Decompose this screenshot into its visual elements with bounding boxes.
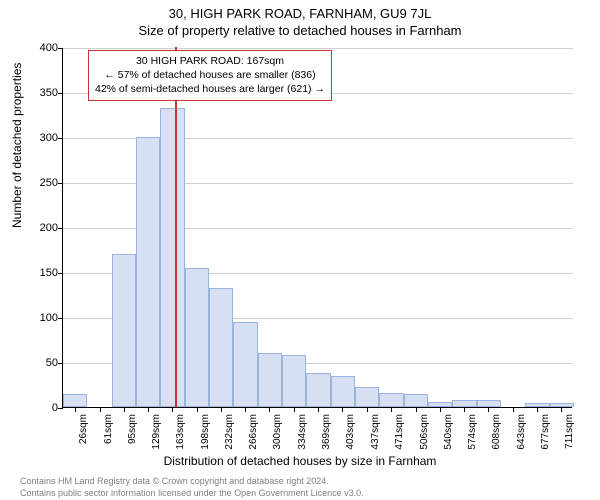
histogram-bar — [477, 400, 501, 407]
annotation-box: 30 HIGH PARK ROAD: 167sqm ← 57% of detac… — [88, 50, 332, 101]
histogram-bar — [452, 400, 476, 407]
footer-copyright-2: Contains public sector information licen… — [20, 488, 364, 498]
page-title-line2: Size of property relative to detached ho… — [0, 21, 600, 42]
ytick-label: 250 — [28, 177, 58, 189]
xtick-label: 471sqm — [394, 414, 405, 456]
ytick-label: 350 — [28, 87, 58, 99]
xtick-mark — [318, 407, 319, 412]
y-axis-label: Number of detached properties — [10, 63, 24, 228]
xtick-label: 300sqm — [272, 414, 283, 456]
xtick-label: 163sqm — [175, 414, 186, 456]
xtick-label: 506sqm — [419, 414, 430, 456]
histogram-bar — [331, 376, 355, 408]
xtick-mark — [148, 407, 149, 412]
histogram-bar — [112, 254, 136, 407]
xtick-label: 61sqm — [103, 414, 114, 456]
histogram-bar — [209, 288, 233, 407]
ytick-mark — [58, 273, 63, 274]
ytick-label: 400 — [28, 42, 58, 54]
xtick-label: 334sqm — [297, 414, 308, 456]
histogram-bar — [282, 355, 306, 407]
xtick-mark — [416, 407, 417, 412]
xtick-mark — [75, 407, 76, 412]
xtick-label: 403sqm — [345, 414, 356, 456]
xtick-mark — [513, 407, 514, 412]
xtick-label: 26sqm — [78, 414, 89, 456]
xtick-mark — [245, 407, 246, 412]
xtick-mark — [124, 407, 125, 412]
subject-marker-line — [175, 47, 177, 407]
xtick-label: 198sqm — [200, 414, 211, 456]
page-title-line1: 30, HIGH PARK ROAD, FARNHAM, GU9 7JL — [0, 0, 600, 21]
histogram-bar — [63, 394, 87, 408]
annotation-line2: ← 57% of detached houses are smaller (83… — [95, 68, 325, 82]
histogram-bar — [258, 353, 282, 407]
xtick-mark — [537, 407, 538, 412]
histogram-bar — [185, 268, 209, 408]
annotation-line1: 30 HIGH PARK ROAD: 167sqm — [95, 54, 325, 68]
xtick-label: 608sqm — [491, 414, 502, 456]
ytick-label: 200 — [28, 222, 58, 234]
gridline — [63, 48, 573, 49]
xtick-label: 540sqm — [443, 414, 454, 456]
ytick-label: 100 — [28, 312, 58, 324]
xtick-mark — [464, 407, 465, 412]
footer-copyright-1: Contains HM Land Registry data © Crown c… — [20, 476, 329, 486]
ytick-mark — [58, 138, 63, 139]
xtick-mark — [197, 407, 198, 412]
xtick-mark — [488, 407, 489, 412]
xtick-mark — [367, 407, 368, 412]
plot-region: 26sqm61sqm95sqm129sqm163sqm198sqm232sqm2… — [62, 48, 572, 408]
xtick-mark — [269, 407, 270, 412]
xtick-mark — [342, 407, 343, 412]
xtick-label: 95sqm — [127, 414, 138, 456]
xtick-label: 574sqm — [467, 414, 478, 456]
ytick-label: 0 — [28, 402, 58, 414]
xtick-mark — [221, 407, 222, 412]
xtick-mark — [561, 407, 562, 412]
ytick-mark — [58, 408, 63, 409]
xtick-mark — [294, 407, 295, 412]
chart-area: 26sqm61sqm95sqm129sqm163sqm198sqm232sqm2… — [62, 48, 572, 408]
xtick-label: 232sqm — [224, 414, 235, 456]
histogram-bar — [355, 387, 379, 407]
xtick-mark — [172, 407, 173, 412]
histogram-bar — [379, 393, 403, 407]
xtick-label: 437sqm — [370, 414, 381, 456]
ytick-mark — [58, 93, 63, 94]
xtick-mark — [440, 407, 441, 412]
ytick-mark — [58, 228, 63, 229]
ytick-label: 150 — [28, 267, 58, 279]
ytick-label: 300 — [28, 132, 58, 144]
ytick-mark — [58, 363, 63, 364]
xtick-label: 677sqm — [540, 414, 551, 456]
xtick-label: 711sqm — [564, 414, 575, 456]
xtick-label: 129sqm — [151, 414, 162, 456]
histogram-bar — [136, 137, 160, 407]
xtick-label: 369sqm — [321, 414, 332, 456]
ytick-label: 50 — [28, 357, 58, 369]
annotation-line3: 42% of semi-detached houses are larger (… — [95, 82, 325, 96]
histogram-bar — [160, 108, 184, 407]
ytick-mark — [58, 318, 63, 319]
ytick-mark — [58, 48, 63, 49]
xtick-label: 643sqm — [516, 414, 527, 456]
histogram-bar — [306, 373, 330, 407]
xtick-mark — [391, 407, 392, 412]
xtick-label: 266sqm — [248, 414, 259, 456]
x-axis-label: Distribution of detached houses by size … — [0, 454, 600, 468]
xtick-mark — [100, 407, 101, 412]
histogram-bar — [404, 394, 428, 408]
histogram-bar — [233, 322, 257, 408]
ytick-mark — [58, 183, 63, 184]
